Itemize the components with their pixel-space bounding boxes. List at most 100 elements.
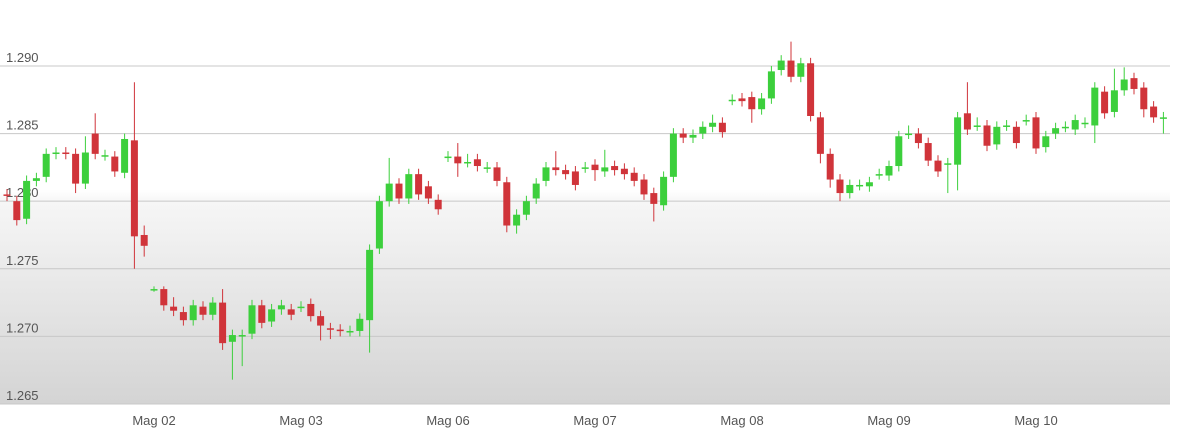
- x-tick-label: Mag 09: [867, 413, 910, 428]
- candle-body: [277, 305, 285, 310]
- candle-body: [1052, 128, 1060, 134]
- candle-body: [503, 182, 511, 226]
- candle-body: [728, 99, 736, 102]
- candle-body: [905, 133, 913, 136]
- candle-body: [718, 122, 726, 133]
- candle-body: [346, 330, 354, 333]
- candle-body: [81, 152, 89, 184]
- candle-body: [375, 201, 383, 249]
- candle-body: [532, 183, 540, 199]
- candle-body: [709, 122, 717, 127]
- candle-body: [1159, 117, 1167, 119]
- candle-body: [738, 98, 746, 102]
- candle-body: [189, 305, 197, 321]
- candle-body: [1042, 136, 1050, 148]
- candle-body: [816, 117, 824, 154]
- candle-body: [424, 186, 432, 199]
- candle-body: [209, 302, 217, 315]
- plot-background: [0, 0, 1170, 404]
- candle-body: [865, 182, 873, 187]
- candle-body: [415, 174, 423, 195]
- candle-body: [856, 184, 864, 187]
- candle-body: [287, 309, 295, 315]
- candle-body: [963, 113, 971, 130]
- candle-body: [493, 167, 501, 181]
- candle-body: [52, 152, 60, 155]
- candle-body: [297, 306, 305, 309]
- y-tick-label: 1.280: [6, 185, 39, 200]
- candle-body: [934, 160, 942, 172]
- candle-body: [62, 152, 70, 155]
- candle-body: [983, 125, 991, 146]
- candle-body: [522, 201, 530, 215]
- candle-body: [846, 184, 854, 194]
- candle-body: [268, 309, 276, 322]
- candle-body: [454, 156, 462, 164]
- candle-body: [121, 138, 129, 173]
- candle-body: [807, 63, 815, 116]
- candle-body: [101, 155, 109, 157]
- candle-body: [336, 329, 344, 332]
- candle-body: [513, 214, 521, 226]
- candle-body: [895, 136, 903, 167]
- candle-body: [130, 140, 138, 237]
- candle-body: [170, 306, 178, 311]
- candle-body: [199, 306, 207, 315]
- candle-body: [356, 318, 364, 331]
- candle-body: [954, 117, 962, 165]
- x-tick-label: Mag 03: [279, 413, 322, 428]
- candle-body: [611, 166, 619, 171]
- candle-body: [797, 63, 805, 77]
- candle-body: [542, 167, 550, 181]
- candle-body: [111, 156, 119, 172]
- candle-body: [91, 133, 99, 154]
- candle-body: [317, 316, 325, 326]
- candle-body: [767, 71, 775, 99]
- candle-body: [1120, 79, 1128, 91]
- candle-body: [1150, 106, 1158, 118]
- candle-body: [1110, 90, 1118, 112]
- candle-body: [914, 133, 922, 144]
- candle-body: [1071, 120, 1079, 130]
- x-tick-label: Mag 02: [132, 413, 175, 428]
- candle-body: [1003, 125, 1011, 127]
- candle-body: [836, 179, 844, 194]
- candle-body: [630, 172, 638, 181]
- candle-body: [552, 167, 560, 171]
- candle-body: [483, 167, 491, 169]
- x-tick-label: Mag 08: [720, 413, 763, 428]
- candle-body: [1022, 120, 1030, 122]
- candle-body: [1012, 126, 1020, 144]
- y-tick-label: 1.275: [6, 253, 39, 268]
- candle-body: [571, 171, 579, 185]
- candle-body: [875, 174, 883, 176]
- candle-body: [699, 126, 707, 134]
- candle-body: [973, 125, 981, 127]
- candle-body: [444, 156, 452, 159]
- candle-body: [219, 302, 227, 344]
- candle-body: [562, 170, 570, 175]
- y-tick-label: 1.265: [6, 388, 39, 403]
- candle-body: [581, 167, 589, 169]
- candle-body: [366, 249, 374, 321]
- candle-body: [1130, 78, 1138, 89]
- candle-body: [944, 163, 952, 165]
- y-tick-label: 1.285: [6, 118, 39, 133]
- candle-body: [179, 312, 187, 321]
- candle-body: [787, 60, 795, 77]
- candle-body: [1032, 117, 1040, 149]
- candle-body: [640, 179, 648, 195]
- candle-body: [924, 143, 932, 161]
- candle-body: [23, 180, 31, 219]
- candle-body: [464, 161, 472, 164]
- candle-body: [1061, 126, 1069, 129]
- candle-body: [1091, 87, 1099, 126]
- candle-body: [307, 303, 315, 317]
- candle-body: [758, 98, 766, 110]
- candle-body: [993, 126, 1001, 145]
- candle-body: [1101, 91, 1109, 114]
- candle-body: [826, 153, 834, 180]
- candle-body: [473, 159, 481, 167]
